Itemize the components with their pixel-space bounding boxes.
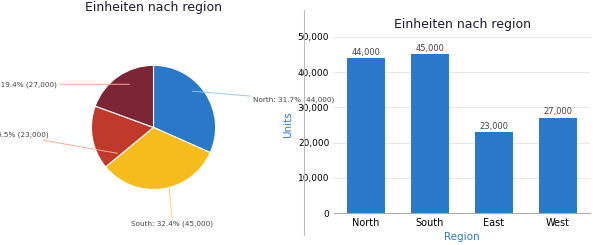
Text: 45,000: 45,000 bbox=[415, 44, 444, 53]
Text: 23,000: 23,000 bbox=[480, 122, 509, 131]
Bar bbox=[411, 54, 449, 213]
Text: West: 19.4% (27,000): West: 19.4% (27,000) bbox=[0, 81, 129, 87]
Title: Einheiten nach region: Einheiten nach region bbox=[85, 1, 222, 14]
Text: 44,000: 44,000 bbox=[352, 48, 380, 57]
Wedge shape bbox=[105, 127, 210, 189]
Text: East: 16.5% (23,000): East: 16.5% (23,000) bbox=[0, 131, 117, 153]
Wedge shape bbox=[154, 65, 216, 153]
Bar bbox=[347, 58, 385, 213]
X-axis label: Region: Region bbox=[444, 232, 480, 242]
Wedge shape bbox=[95, 65, 154, 127]
Text: 27,000: 27,000 bbox=[544, 108, 573, 116]
Bar bbox=[475, 132, 513, 213]
Wedge shape bbox=[92, 106, 154, 167]
Y-axis label: Units: Units bbox=[284, 111, 294, 138]
Title: Einheiten nach region: Einheiten nach region bbox=[394, 18, 530, 31]
Bar bbox=[539, 118, 577, 213]
Text: North: 31.7% (44,000): North: 31.7% (44,000) bbox=[192, 91, 334, 103]
Text: South: 32.4% (45,000): South: 32.4% (45,000) bbox=[131, 186, 214, 227]
